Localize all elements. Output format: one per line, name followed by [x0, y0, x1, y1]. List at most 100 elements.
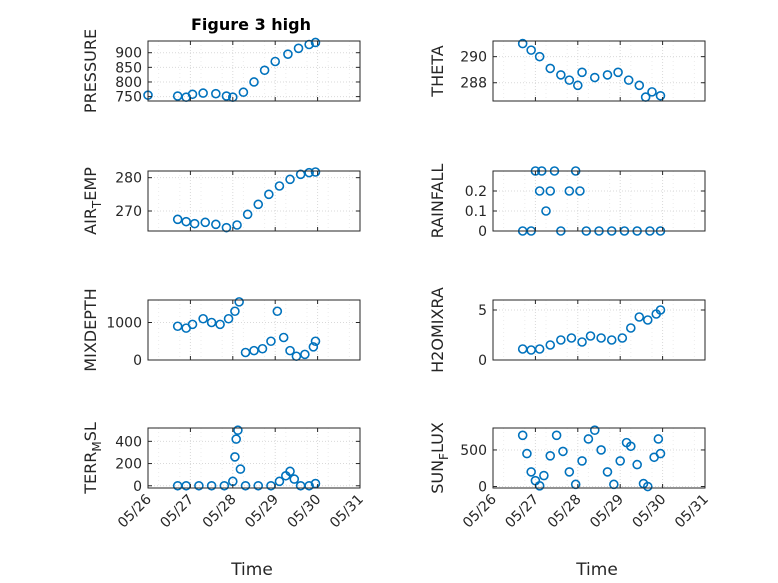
data-point [293, 43, 304, 54]
data-point [564, 75, 575, 85]
subplot-air-temp: 270 280 AIRTEMP [81, 167, 361, 235]
data-point [564, 467, 575, 477]
data-point [189, 218, 200, 229]
data-point [632, 459, 642, 470]
y-axis-label-part: EMP [81, 167, 100, 201]
y-axis-label-part: LUX [428, 422, 447, 453]
data-point [541, 206, 551, 216]
data-point [583, 434, 594, 444]
data-point [304, 167, 314, 178]
subplot-h2omixra: 0 5 H2OMIXRA [428, 287, 706, 373]
data-point [577, 337, 587, 347]
y-tick-label: 288 [460, 76, 487, 92]
data-point [634, 80, 645, 91]
data-point [634, 312, 645, 322]
data-point [556, 335, 566, 345]
data-point [211, 88, 221, 99]
data-point [194, 480, 204, 491]
data-point [234, 297, 244, 307]
data-point [242, 209, 253, 220]
data-point [655, 305, 666, 315]
y-tick-label: 200 [115, 457, 142, 473]
data-point [577, 67, 587, 78]
y-tick-label: 5 [478, 303, 487, 319]
y-tick-label: 850 [115, 60, 142, 76]
y-tick-label: 0 [478, 480, 487, 496]
data-point [517, 38, 528, 49]
y-tick-label: 500 [460, 443, 487, 459]
axes-box [492, 427, 706, 489]
data-point [283, 49, 293, 59]
data-point [606, 335, 617, 345]
y-axis-label: RAINFALL [428, 164, 447, 239]
data-point [526, 467, 536, 477]
y-axis-label: AIRTEMP [81, 167, 104, 235]
data-point [596, 445, 606, 455]
y-tick-label: 0 [133, 479, 142, 495]
data-point [577, 456, 587, 466]
data-point [259, 65, 270, 76]
axes-box [492, 170, 706, 232]
data-point [308, 342, 319, 352]
data-point [285, 174, 295, 185]
data-point [285, 466, 295, 477]
data-point [230, 452, 240, 462]
data-point [240, 480, 251, 491]
y-axis-label-subscript: M [90, 441, 104, 451]
axes-box [492, 299, 706, 361]
axes-box [147, 170, 361, 232]
data-point [585, 331, 596, 341]
data-point [270, 56, 281, 67]
data-point [566, 333, 577, 343]
y-axis-label: H2OMIXRA [428, 287, 447, 373]
y-axis-label-part: TERR [81, 452, 100, 495]
data-point [274, 476, 285, 487]
y-axis-label: MIXDEPTH [81, 288, 100, 371]
data-point [200, 217, 211, 228]
data-point [198, 88, 208, 98]
data-point [249, 77, 259, 87]
data-point [266, 336, 276, 347]
y-tick-label: 1000 [106, 316, 142, 332]
data-point [221, 91, 232, 101]
y-axis-label: PRESSURE [81, 29, 100, 113]
x-axis-label: Time [230, 560, 273, 580]
data-point [206, 317, 217, 328]
data-point [310, 167, 321, 177]
data-point [278, 332, 289, 343]
data-point [219, 480, 230, 491]
data-point [310, 37, 321, 48]
y-tick-label: 0 [478, 353, 487, 369]
data-point [172, 321, 183, 332]
y-axis-label-subscript: F [437, 453, 451, 460]
data-point [613, 67, 623, 78]
y-tick-label: 0 [478, 224, 487, 240]
data-point [231, 434, 241, 444]
data-point [253, 480, 264, 491]
data-point [289, 474, 300, 484]
data-point [623, 75, 634, 85]
data-point [310, 336, 321, 347]
data-point [545, 186, 556, 196]
data-point [589, 425, 600, 435]
data-point [556, 70, 566, 80]
data-point [172, 214, 183, 225]
data-point [534, 344, 545, 354]
y-tick-label: 750 [115, 90, 142, 106]
x-axis-label: Time [575, 560, 618, 580]
data-point [257, 343, 268, 354]
data-point [272, 306, 283, 317]
data-point [235, 464, 246, 474]
data-point [238, 87, 249, 98]
data-point [253, 199, 264, 210]
data-point [625, 441, 636, 452]
y-tick-label: 270 [115, 204, 142, 220]
data-point [615, 456, 626, 466]
data-point [545, 63, 556, 74]
data-point [647, 87, 657, 97]
data-point [545, 451, 556, 461]
data-point [534, 51, 545, 62]
y-axis-label-part: AIR [81, 208, 100, 235]
